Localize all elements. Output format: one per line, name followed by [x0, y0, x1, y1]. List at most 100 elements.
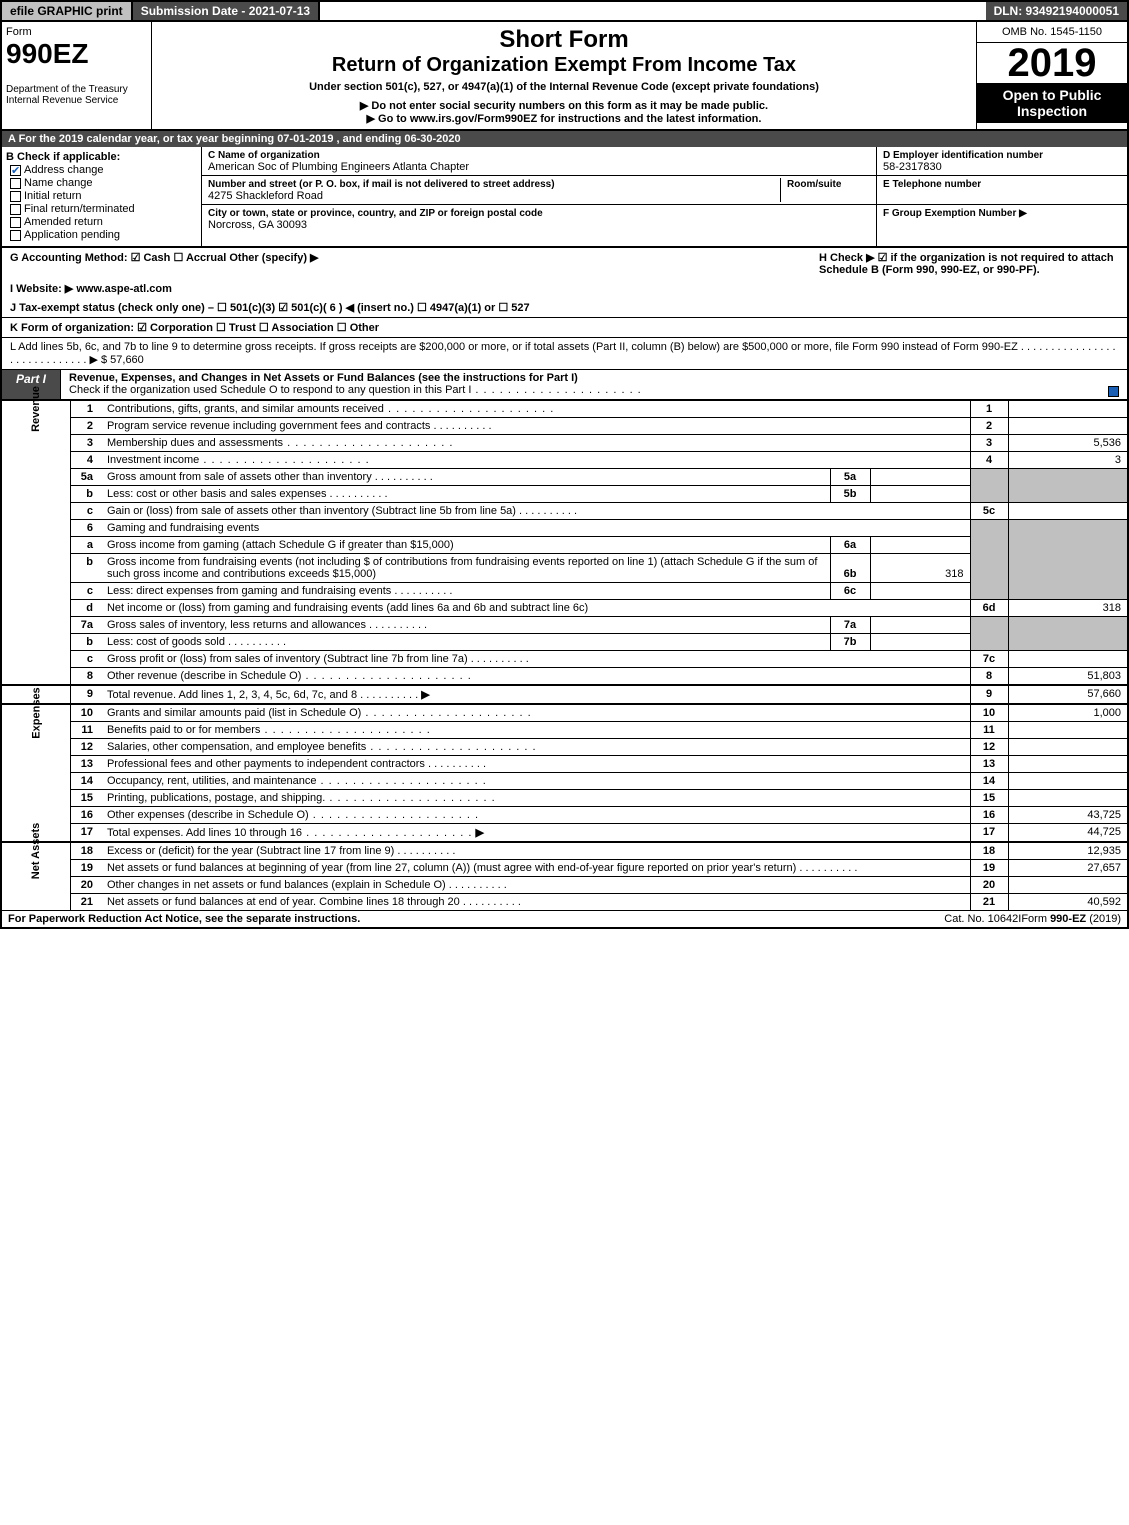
org-address: 4275 Shackleford Road — [208, 190, 323, 202]
line-val — [1008, 418, 1128, 435]
short-form-title: Short Form — [160, 26, 968, 54]
c-addr-label: Number and street (or P. O. box, if mail… — [208, 179, 555, 190]
line-desc: Gross income from gaming (attach Schedul… — [101, 537, 830, 554]
efile-print-button[interactable]: efile GRAPHIC print — [2, 2, 133, 20]
line-num: 18 — [71, 842, 101, 860]
grey-cell — [970, 469, 1008, 503]
line-num: d — [71, 600, 101, 617]
sub-box: 6a — [830, 537, 870, 554]
line-num: 7a — [71, 617, 101, 634]
sub-box: 7b — [830, 634, 870, 651]
header-mid: Short Form Return of Organization Exempt… — [152, 22, 977, 129]
line-box: 17 — [970, 824, 1008, 843]
line-g: G Accounting Method: ☑ Cash ☐ Accrual Ot… — [10, 251, 819, 276]
line-desc: Gaming and fundraising events — [101, 520, 970, 537]
grey-cell — [1008, 617, 1128, 651]
col-d: D Employer identification number 58-2317… — [877, 147, 1127, 246]
line-num: 19 — [71, 860, 101, 877]
line-desc: Net income or (loss) from gaming and fun… — [101, 600, 970, 617]
line-desc: Gross sales of inventory, less returns a… — [101, 617, 830, 634]
room-label: Room/suite — [787, 179, 841, 190]
line-box: 19 — [970, 860, 1008, 877]
grey-cell — [1008, 469, 1128, 503]
line-val: 44,725 — [1008, 824, 1128, 843]
chk-address-change[interactable]: Address change — [6, 164, 197, 176]
line-desc: Program service revenue including govern… — [101, 418, 970, 435]
line-num: c — [71, 503, 101, 520]
chk-final-return[interactable]: Final return/terminated — [6, 203, 197, 215]
part1-title: Revenue, Expenses, and Changes in Net As… — [61, 370, 1127, 399]
line-val: 3 — [1008, 452, 1128, 469]
line-val: 5,536 — [1008, 435, 1128, 452]
org-city: Norcross, GA 30093 — [208, 219, 307, 231]
line-box: 8 — [970, 668, 1008, 686]
sub-val — [870, 469, 970, 486]
open-public: Open to Public Inspection — [977, 83, 1127, 123]
line-num: b — [71, 634, 101, 651]
line-num: 13 — [71, 756, 101, 773]
ein: 58-2317830 — [883, 161, 942, 173]
d-ein-label: D Employer identification number — [883, 150, 1043, 161]
line-desc: Printing, publications, postage, and shi… — [101, 790, 970, 807]
line-desc: Professional fees and other payments to … — [101, 756, 970, 773]
f-group-label: F Group Exemption Number ▶ — [883, 208, 1027, 219]
donot-line: ▶ Do not enter social security numbers o… — [160, 99, 968, 112]
line-box: 15 — [970, 790, 1008, 807]
chk-amended[interactable]: Amended return — [6, 216, 197, 228]
line-num: 2 — [71, 418, 101, 435]
line-desc: Other expenses (describe in Schedule O) — [101, 807, 970, 824]
line-val — [1008, 756, 1128, 773]
checkbox-icon — [10, 191, 21, 202]
line-val — [1008, 722, 1128, 739]
dln: DLN: 93492194000051 — [986, 2, 1127, 20]
line-val — [1008, 773, 1128, 790]
line-j: J Tax-exempt status (check only one) – ☐… — [0, 298, 1129, 317]
line-num: 21 — [71, 894, 101, 911]
checkbox-icon — [10, 165, 21, 176]
checkbox-icon[interactable] — [1108, 386, 1119, 397]
line-num: 8 — [71, 668, 101, 686]
line-box: 16 — [970, 807, 1008, 824]
form-number: 990EZ — [6, 38, 147, 70]
line-box: 2 — [970, 418, 1008, 435]
line-desc: Gross amount from sale of assets other t… — [101, 469, 830, 486]
chk-name-change[interactable]: Name change — [6, 177, 197, 189]
grey-cell — [1008, 520, 1128, 600]
line-num: 4 — [71, 452, 101, 469]
sub-box: 7a — [830, 617, 870, 634]
line-val: 40,592 — [1008, 894, 1128, 911]
line-desc: Less: cost of goods sold — [101, 634, 830, 651]
sub-box: 5a — [830, 469, 870, 486]
line-box: 20 — [970, 877, 1008, 894]
org-name: American Soc of Plumbing Engineers Atlan… — [208, 161, 469, 173]
goto-line: ▶ Go to www.irs.gov/Form990EZ for instru… — [160, 112, 968, 125]
line-num: 6 — [71, 520, 101, 537]
line-desc: Occupancy, rent, utilities, and maintena… — [101, 773, 970, 790]
line-desc: Contributions, gifts, grants, and simila… — [101, 401, 970, 418]
line-l: L Add lines 5b, 6c, and 7b to line 9 to … — [0, 337, 1129, 370]
row-a-period: A For the 2019 calendar year, or tax yea… — [0, 131, 1129, 147]
footer: For Paperwork Reduction Act Notice, see … — [0, 910, 1129, 929]
chk-label: Address change — [24, 164, 104, 176]
line-val: 12,935 — [1008, 842, 1128, 860]
chk-initial-return[interactable]: Initial return — [6, 190, 197, 202]
checkbox-icon — [10, 230, 21, 241]
sub-val — [870, 486, 970, 503]
c-city-label: City or town, state or province, country… — [208, 208, 543, 219]
line-num: 20 — [71, 877, 101, 894]
tax-year: 2019 — [977, 43, 1127, 83]
line-desc: Membership dues and assessments — [101, 435, 970, 452]
line-k: K Form of organization: ☑ Corporation ☐ … — [0, 317, 1129, 337]
chk-app-pending[interactable]: Application pending — [6, 229, 197, 241]
lines-gh: G Accounting Method: ☑ Cash ☐ Accrual Ot… — [0, 248, 1129, 279]
line-box: 12 — [970, 739, 1008, 756]
dots — [471, 384, 641, 396]
line-desc: Other changes in net assets or fund bala… — [101, 877, 970, 894]
irs-link[interactable]: ▶ Go to www.irs.gov/Form990EZ for instru… — [367, 113, 762, 125]
c-name-label: C Name of organization — [208, 150, 320, 161]
sub-val — [870, 583, 970, 600]
line-num: b — [71, 554, 101, 583]
line-desc: Net assets or fund balances at beginning… — [101, 860, 970, 877]
line-i: I Website: ▶ www.aspe-atl.com — [0, 279, 1129, 298]
line-val — [1008, 877, 1128, 894]
